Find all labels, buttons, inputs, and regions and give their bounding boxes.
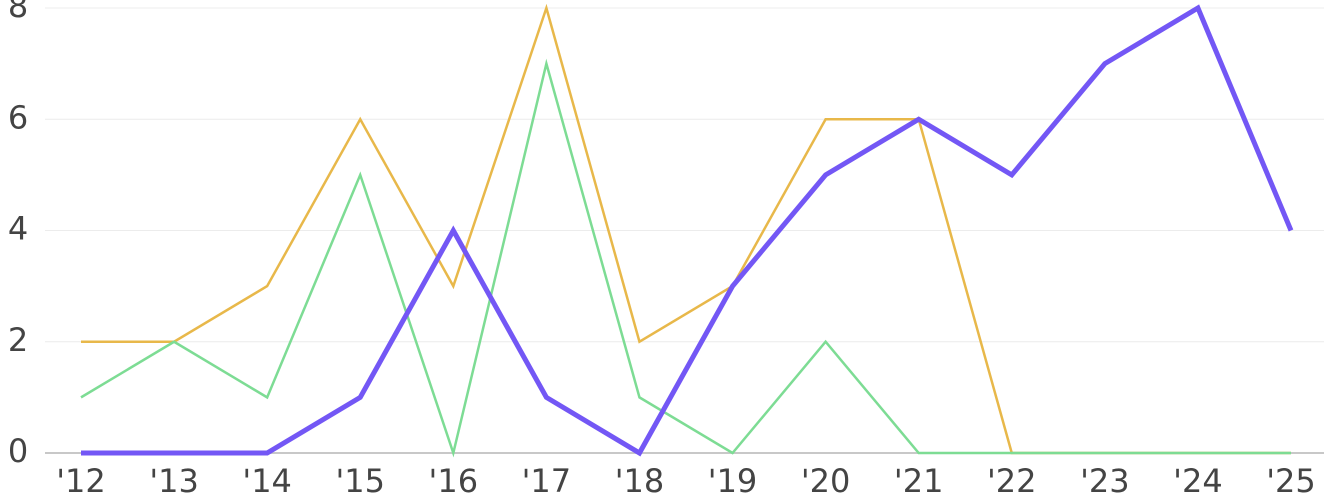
x-tick-label: '13	[149, 462, 199, 500]
y-tick-label: 4	[8, 210, 28, 248]
x-tick-label: '23	[1080, 462, 1130, 500]
x-tick-label: '17	[522, 462, 572, 500]
x-tick-label: '25	[1266, 462, 1316, 500]
series-line	[81, 4, 1294, 457]
x-tick-label: '21	[894, 462, 944, 500]
series-line	[80, 58, 1291, 458]
x-tick-label: '12	[56, 462, 106, 500]
x-tick-label: '24	[1173, 462, 1223, 500]
x-tick-label: '20	[801, 462, 851, 500]
x-tick-label: '19	[708, 462, 758, 500]
y-tick-label: 0	[8, 432, 28, 470]
x-tick-label: '15	[335, 462, 385, 500]
y-tick-label: 2	[8, 321, 28, 359]
y-tick-label: 8	[8, 0, 28, 25]
x-tick-label: '18	[615, 462, 665, 500]
x-tick-label: '16	[429, 462, 479, 500]
x-tick-label: '14	[242, 462, 292, 500]
y-tick-label: 6	[8, 98, 28, 136]
x-tick-label: '22	[987, 462, 1037, 500]
